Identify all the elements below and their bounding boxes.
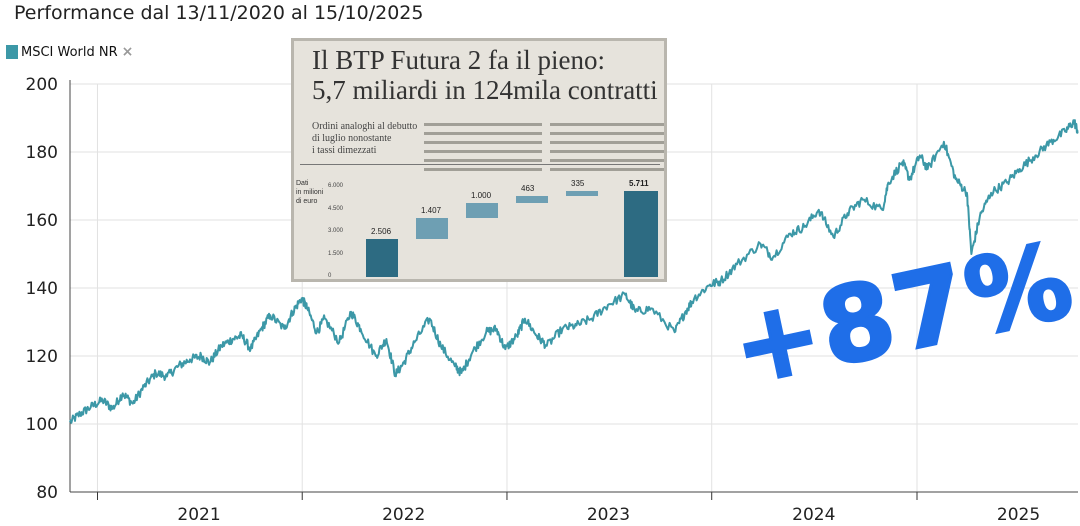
x-tick-label: 2022: [382, 505, 425, 525]
clipping-subhead-line: i tassi dimezzati: [312, 145, 377, 156]
x-tick-label: 2024: [792, 505, 835, 525]
clipping-axis-label: 3.000: [328, 228, 344, 234]
clipping-bar: [466, 203, 498, 219]
y-tick-label: 200: [26, 75, 58, 95]
y-tick-label: 160: [26, 211, 58, 231]
legend-label: MSCI World NR: [21, 44, 118, 60]
clipping-axis-label: 1.500: [328, 250, 344, 257]
series-line: [69, 119, 1079, 424]
clipping-bar: [416, 218, 448, 240]
clipping-subhead-line: di luglio nonostante: [312, 133, 392, 144]
clipping-headline-line: Il BTP Futura 2 fa il pieno:: [312, 45, 605, 75]
y-tick-label: 100: [26, 415, 58, 435]
y-tick-label: 80: [36, 483, 58, 503]
dati-line: di euro: [296, 198, 318, 205]
dati-line: in milioni: [296, 189, 324, 196]
clipping-text-column: [424, 117, 542, 179]
clipping-dati-label: Dati in milioni di euro: [296, 179, 323, 206]
clipping-bar: [366, 239, 398, 277]
x-tick-label: 2025: [997, 505, 1040, 525]
clipping-headline: Il BTP Futura 2 fa il pieno: 5,7 miliard…: [312, 45, 658, 105]
clipping-bar: [566, 191, 598, 197]
y-tick-label: 120: [26, 347, 58, 367]
close-icon[interactable]: ×: [121, 44, 134, 60]
x-tick-label: 2023: [587, 505, 630, 525]
legend: MSCI World NR ×: [6, 44, 133, 60]
clipping-bar-label: 5.711: [629, 179, 649, 189]
clipping-bar: [624, 191, 658, 277]
clipping-bar-label: 463: [521, 184, 535, 194]
clipping-axis-label: 0: [328, 273, 332, 279]
clipping-subhead-line: Ordini analoghi al debutto: [312, 121, 418, 132]
legend-swatch: [6, 45, 18, 59]
clipping-axis-label: 4.500: [328, 205, 344, 212]
clipping-rule: [300, 164, 660, 165]
newspaper-clipping: Il BTP Futura 2 fa il pieno: 5,7 miliard…: [291, 38, 667, 282]
dati-line: Dati: [296, 180, 309, 187]
clipping-headline-line: 5,7 miliardi in 124mila contratti: [312, 75, 658, 105]
clipping-bar-label: 2.506: [371, 227, 392, 237]
clipping-axis-label: 6.000: [328, 183, 344, 189]
clipping-bar-label: 1.407: [421, 206, 442, 216]
clipping-text-column: [550, 117, 664, 179]
clipping-bar-label: 1.000: [471, 191, 492, 201]
clipping-subhead: Ordini analoghi al debutto di luglio non…: [312, 121, 417, 157]
chart-title: Performance dal 13/11/2020 al 15/10/2025: [14, 2, 424, 24]
clipping-bar: [516, 196, 548, 204]
y-tick-label: 140: [26, 279, 58, 299]
x-tick-label: 2021: [177, 505, 220, 525]
y-tick-label: 180: [26, 143, 58, 163]
clipping-bar-label: 335: [571, 179, 585, 189]
